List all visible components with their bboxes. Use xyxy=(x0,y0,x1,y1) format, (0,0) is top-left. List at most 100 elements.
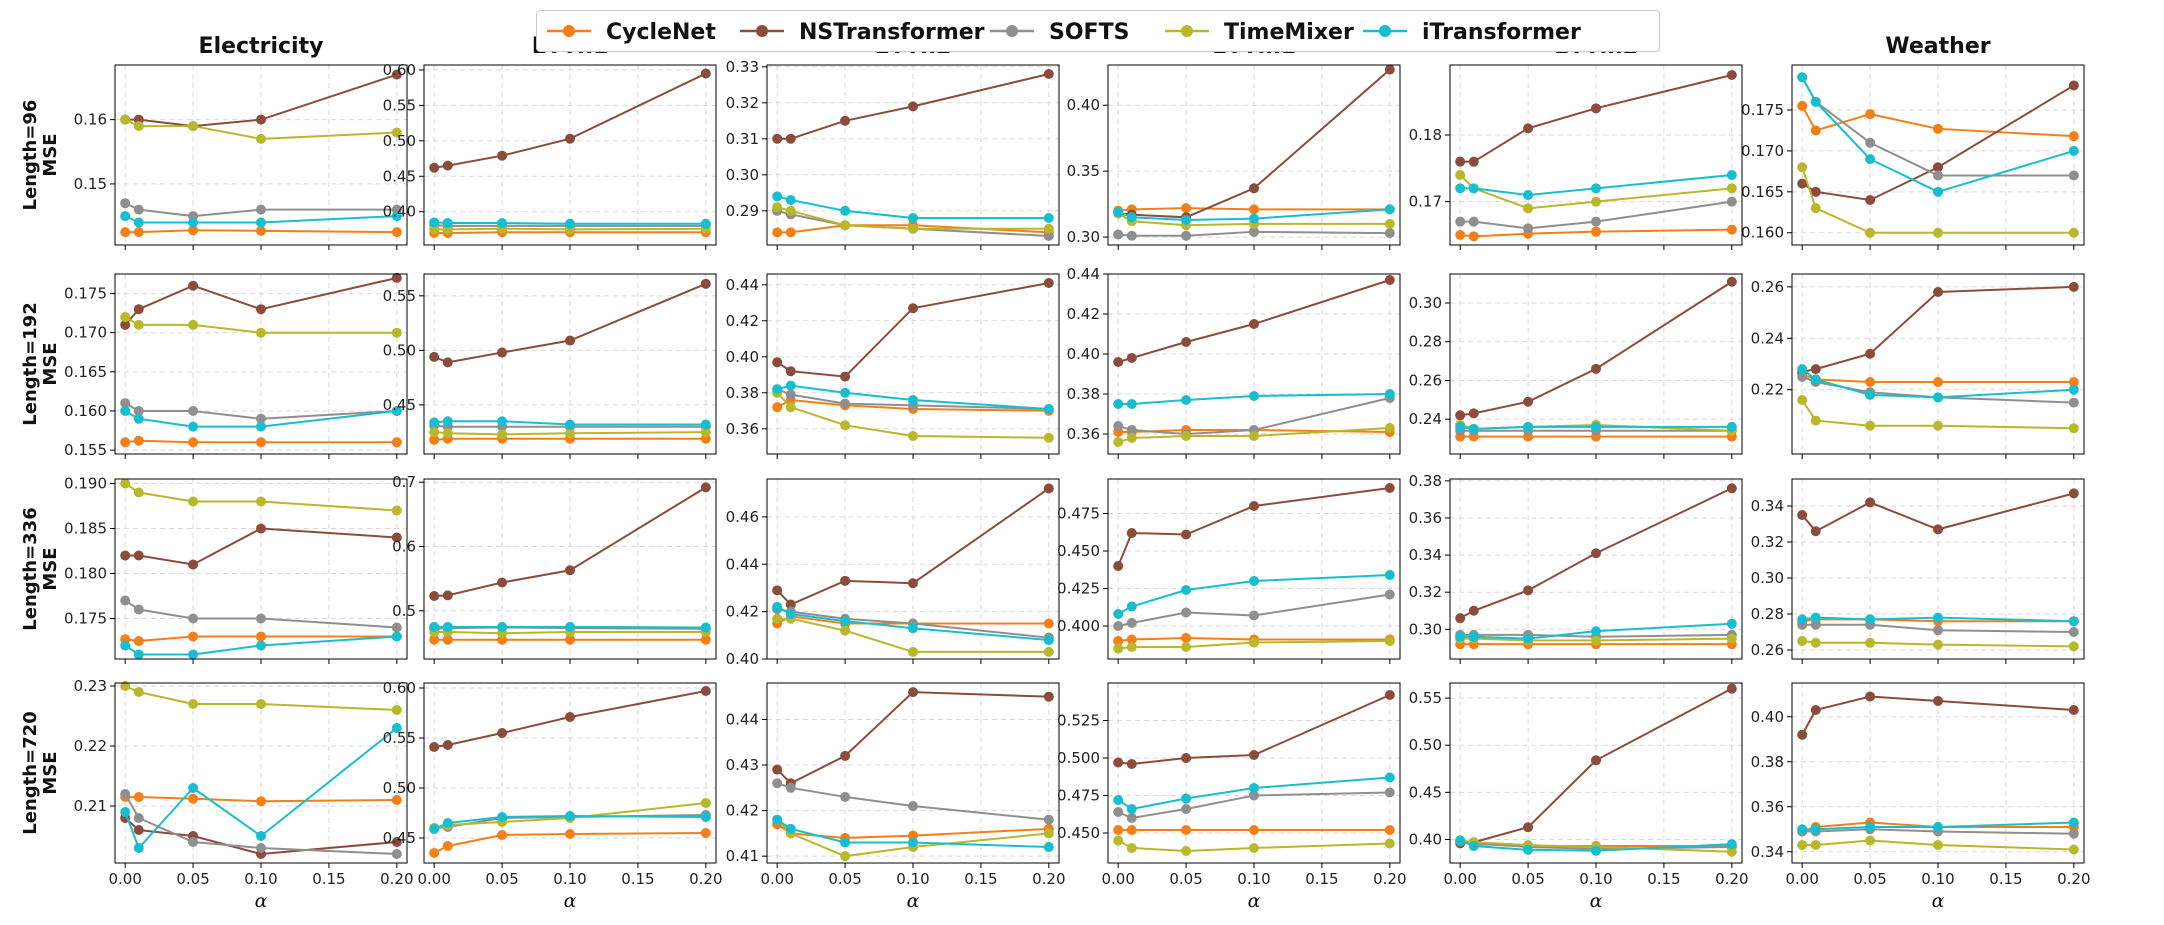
y-tick-label: 0.42 xyxy=(1067,305,1100,323)
panel-frame xyxy=(1449,682,1743,864)
row-label-line: MSE xyxy=(40,133,61,176)
panel-etth2-row1: 0.290.300.310.320.33ETTh2 xyxy=(726,34,1060,250)
y-tick-label: 0.36 xyxy=(1409,509,1442,527)
data-point-nstransformer xyxy=(1043,69,1054,79)
y-tick-label: 0.160 xyxy=(1741,224,1784,242)
data-point-softs xyxy=(1113,807,1124,817)
data-point-itransformer xyxy=(1113,207,1124,218)
x-tick-label: 0.15 xyxy=(312,870,345,888)
data-point-timemixer xyxy=(1797,840,1808,850)
data-point-itransformer xyxy=(497,621,508,632)
panel-electricity-row3: 0.175 0.180 0.185 0.190 xyxy=(64,475,408,664)
data-point-timemixer xyxy=(1797,395,1808,405)
data-point-itransformer xyxy=(256,217,266,228)
y-tick-label: 0.18 xyxy=(1409,126,1442,144)
data-point-timemixer xyxy=(840,220,851,231)
data-point-itransformer xyxy=(1591,845,1601,856)
x-tick-label: 0.00 xyxy=(1785,870,1818,888)
panel-frame xyxy=(766,273,1060,455)
y-tick-label: 0.165 xyxy=(64,363,107,381)
data-point-nstransformer xyxy=(1249,319,1259,329)
data-point-itransformer xyxy=(1468,841,1479,852)
legend-marker-nstransformer xyxy=(756,25,768,37)
data-point-timemixer xyxy=(391,327,402,338)
panel-electricity-row2: 0.155 0.160 0.165 0.170 0.175 xyxy=(64,272,408,459)
data-point-itransformer xyxy=(2068,817,2079,828)
data-point-itransformer xyxy=(1523,844,1534,855)
data-point-timemixer xyxy=(1933,639,1943,650)
legend-item-cyclenet: CycleNet xyxy=(547,20,716,45)
data-point-itransformer xyxy=(1384,570,1395,580)
data-point-timemixer xyxy=(256,133,266,144)
panel-frame xyxy=(766,478,1060,660)
data-point-itransformer xyxy=(1043,635,1054,646)
data-point-nstransformer xyxy=(1126,353,1137,363)
data-point-softs xyxy=(188,837,199,847)
data-point-nstransformer xyxy=(772,357,783,368)
data-point-cyclenet xyxy=(1249,825,1259,835)
y-tick-label: 0.40 xyxy=(1409,830,1442,848)
data-point-itransformer xyxy=(1181,395,1192,405)
y-tick-label: 0.30 xyxy=(1751,569,1784,587)
data-point-timemixer xyxy=(1249,843,1259,853)
data-point-nstransformer xyxy=(1726,70,1737,80)
data-point-softs xyxy=(391,622,402,633)
data-point-itransformer xyxy=(2068,145,2079,156)
data-point-itransformer xyxy=(1455,835,1466,846)
data-point-itransformer xyxy=(120,640,131,651)
legend-label: TimeMixer xyxy=(1224,20,1354,45)
x-axis-label: α xyxy=(564,890,577,912)
data-point-softs xyxy=(133,204,144,215)
y-tick-label: 0.26 xyxy=(1409,371,1442,389)
data-point-cyclenet xyxy=(772,227,783,238)
data-point-cyclenet xyxy=(133,792,144,802)
data-point-cyclenet xyxy=(120,227,131,238)
data-point-cyclenet xyxy=(1126,825,1137,835)
data-point-cyclenet xyxy=(1865,377,1876,387)
data-point-softs xyxy=(908,801,918,812)
data-point-timemixer xyxy=(1249,431,1259,441)
data-point-timemixer xyxy=(1797,162,1808,173)
data-point-cyclenet xyxy=(442,841,453,851)
data-point-softs xyxy=(1126,425,1137,435)
data-point-timemixer xyxy=(1384,838,1395,849)
data-point-timemixer xyxy=(1865,227,1876,238)
data-point-cyclenet xyxy=(1384,825,1395,835)
data-point-itransformer xyxy=(1865,614,1876,625)
data-point-nstransformer xyxy=(1249,750,1259,760)
column-title: Weather xyxy=(1885,34,1990,59)
data-point-cyclenet xyxy=(256,631,266,642)
data-point-timemixer xyxy=(772,613,783,624)
panel-electricity-row4: 0.00 0.05 0.10 0.15 0.20 0.21 0.22 0.23 α xyxy=(74,677,414,912)
y-tick-label: 0.55 xyxy=(383,287,416,305)
data-point-nstransformer xyxy=(840,371,851,382)
data-point-softs xyxy=(2068,397,2079,408)
legend-marker-itransformer xyxy=(1379,25,1391,37)
data-point-itransformer xyxy=(908,395,918,405)
y-tick-label: 0.36 xyxy=(726,420,759,438)
data-point-timemixer xyxy=(2068,423,2079,434)
data-point-timemixer xyxy=(1865,637,1876,648)
data-point-nstransformer xyxy=(2068,488,2079,499)
data-point-timemixer xyxy=(840,851,851,862)
data-point-cyclenet xyxy=(2068,131,2079,142)
data-point-timemixer xyxy=(1797,636,1808,646)
x-tick-label: 0.05 xyxy=(1511,870,1544,888)
data-point-nstransformer xyxy=(442,160,453,171)
data-point-nstransformer xyxy=(2068,281,2079,292)
y-tick-label: 0.60 xyxy=(383,61,416,79)
panel-frame xyxy=(1449,478,1743,660)
data-point-nstransformer xyxy=(256,523,266,534)
y-tick-label: 0.40 xyxy=(383,203,416,221)
data-point-timemixer xyxy=(133,487,144,498)
x-tick-label: 0.05 xyxy=(485,870,518,888)
data-point-nstransformer xyxy=(700,482,711,493)
panel-frame xyxy=(1791,478,2085,660)
legend-label: CycleNet xyxy=(606,20,716,45)
data-point-timemixer xyxy=(908,646,918,657)
data-point-nstransformer xyxy=(1113,757,1124,768)
data-point-itransformer xyxy=(785,609,796,619)
x-tick-label: 0.00 xyxy=(760,870,793,888)
data-point-itransformer xyxy=(442,621,453,632)
data-point-nstransformer xyxy=(565,565,575,576)
